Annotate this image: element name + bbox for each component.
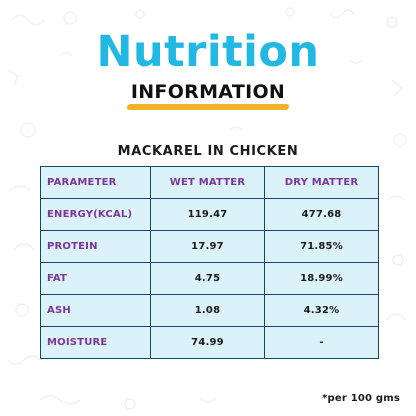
subtitle-container: INFORMATION [0,80,416,110]
table-row: MOISTURE 74.99 - [40,326,379,359]
parameter-cell: MOISTURE [40,326,151,359]
wet-matter-cell: 1.08 [150,294,265,327]
parameter-cell: ENERGY(KCAL) [40,198,151,231]
wet-matter-cell: 4.75 [150,262,265,295]
table-row: FAT 4.75 18.99% [40,262,379,295]
parameter-cell: FAT [40,262,151,295]
footnote: *per 100 gms [322,393,400,404]
column-header-dry-matter: DRY MATTER [264,166,379,199]
dry-matter-cell: 477.68 [264,198,379,231]
table-header-row: PARAMETER WET MATTER DRY MATTER [40,166,379,199]
page-subtitle-text: INFORMATION [130,81,286,103]
wet-matter-cell: 74.99 [150,326,265,359]
table-row: PROTEIN 17.97 71.85% [40,230,379,263]
nutrition-table: PARAMETER WET MATTER DRY MATTER ENERGY(K… [40,166,379,359]
column-header-wet-matter: WET MATTER [150,166,265,199]
dry-matter-cell: - [264,326,379,359]
dry-matter-cell: 18.99% [264,262,379,295]
dry-matter-cell: 4.32% [264,294,379,327]
wet-matter-cell: 119.47 [150,198,265,231]
column-header-parameter: PARAMETER [40,166,151,199]
subtitle-underline [126,104,290,110]
page-title: Nutrition [96,27,320,77]
table-row: ENERGY(KCAL) 119.47 477.68 [40,198,379,231]
dry-matter-cell: 71.85% [264,230,379,263]
wet-matter-cell: 17.97 [150,230,265,263]
parameter-cell: ASH [40,294,151,327]
page-subtitle: INFORMATION [126,80,290,110]
parameter-cell: PROTEIN [40,230,151,263]
table-row: ASH 1.08 4.32% [40,294,379,327]
product-name: MACKAREL IN CHICKEN [117,144,299,159]
